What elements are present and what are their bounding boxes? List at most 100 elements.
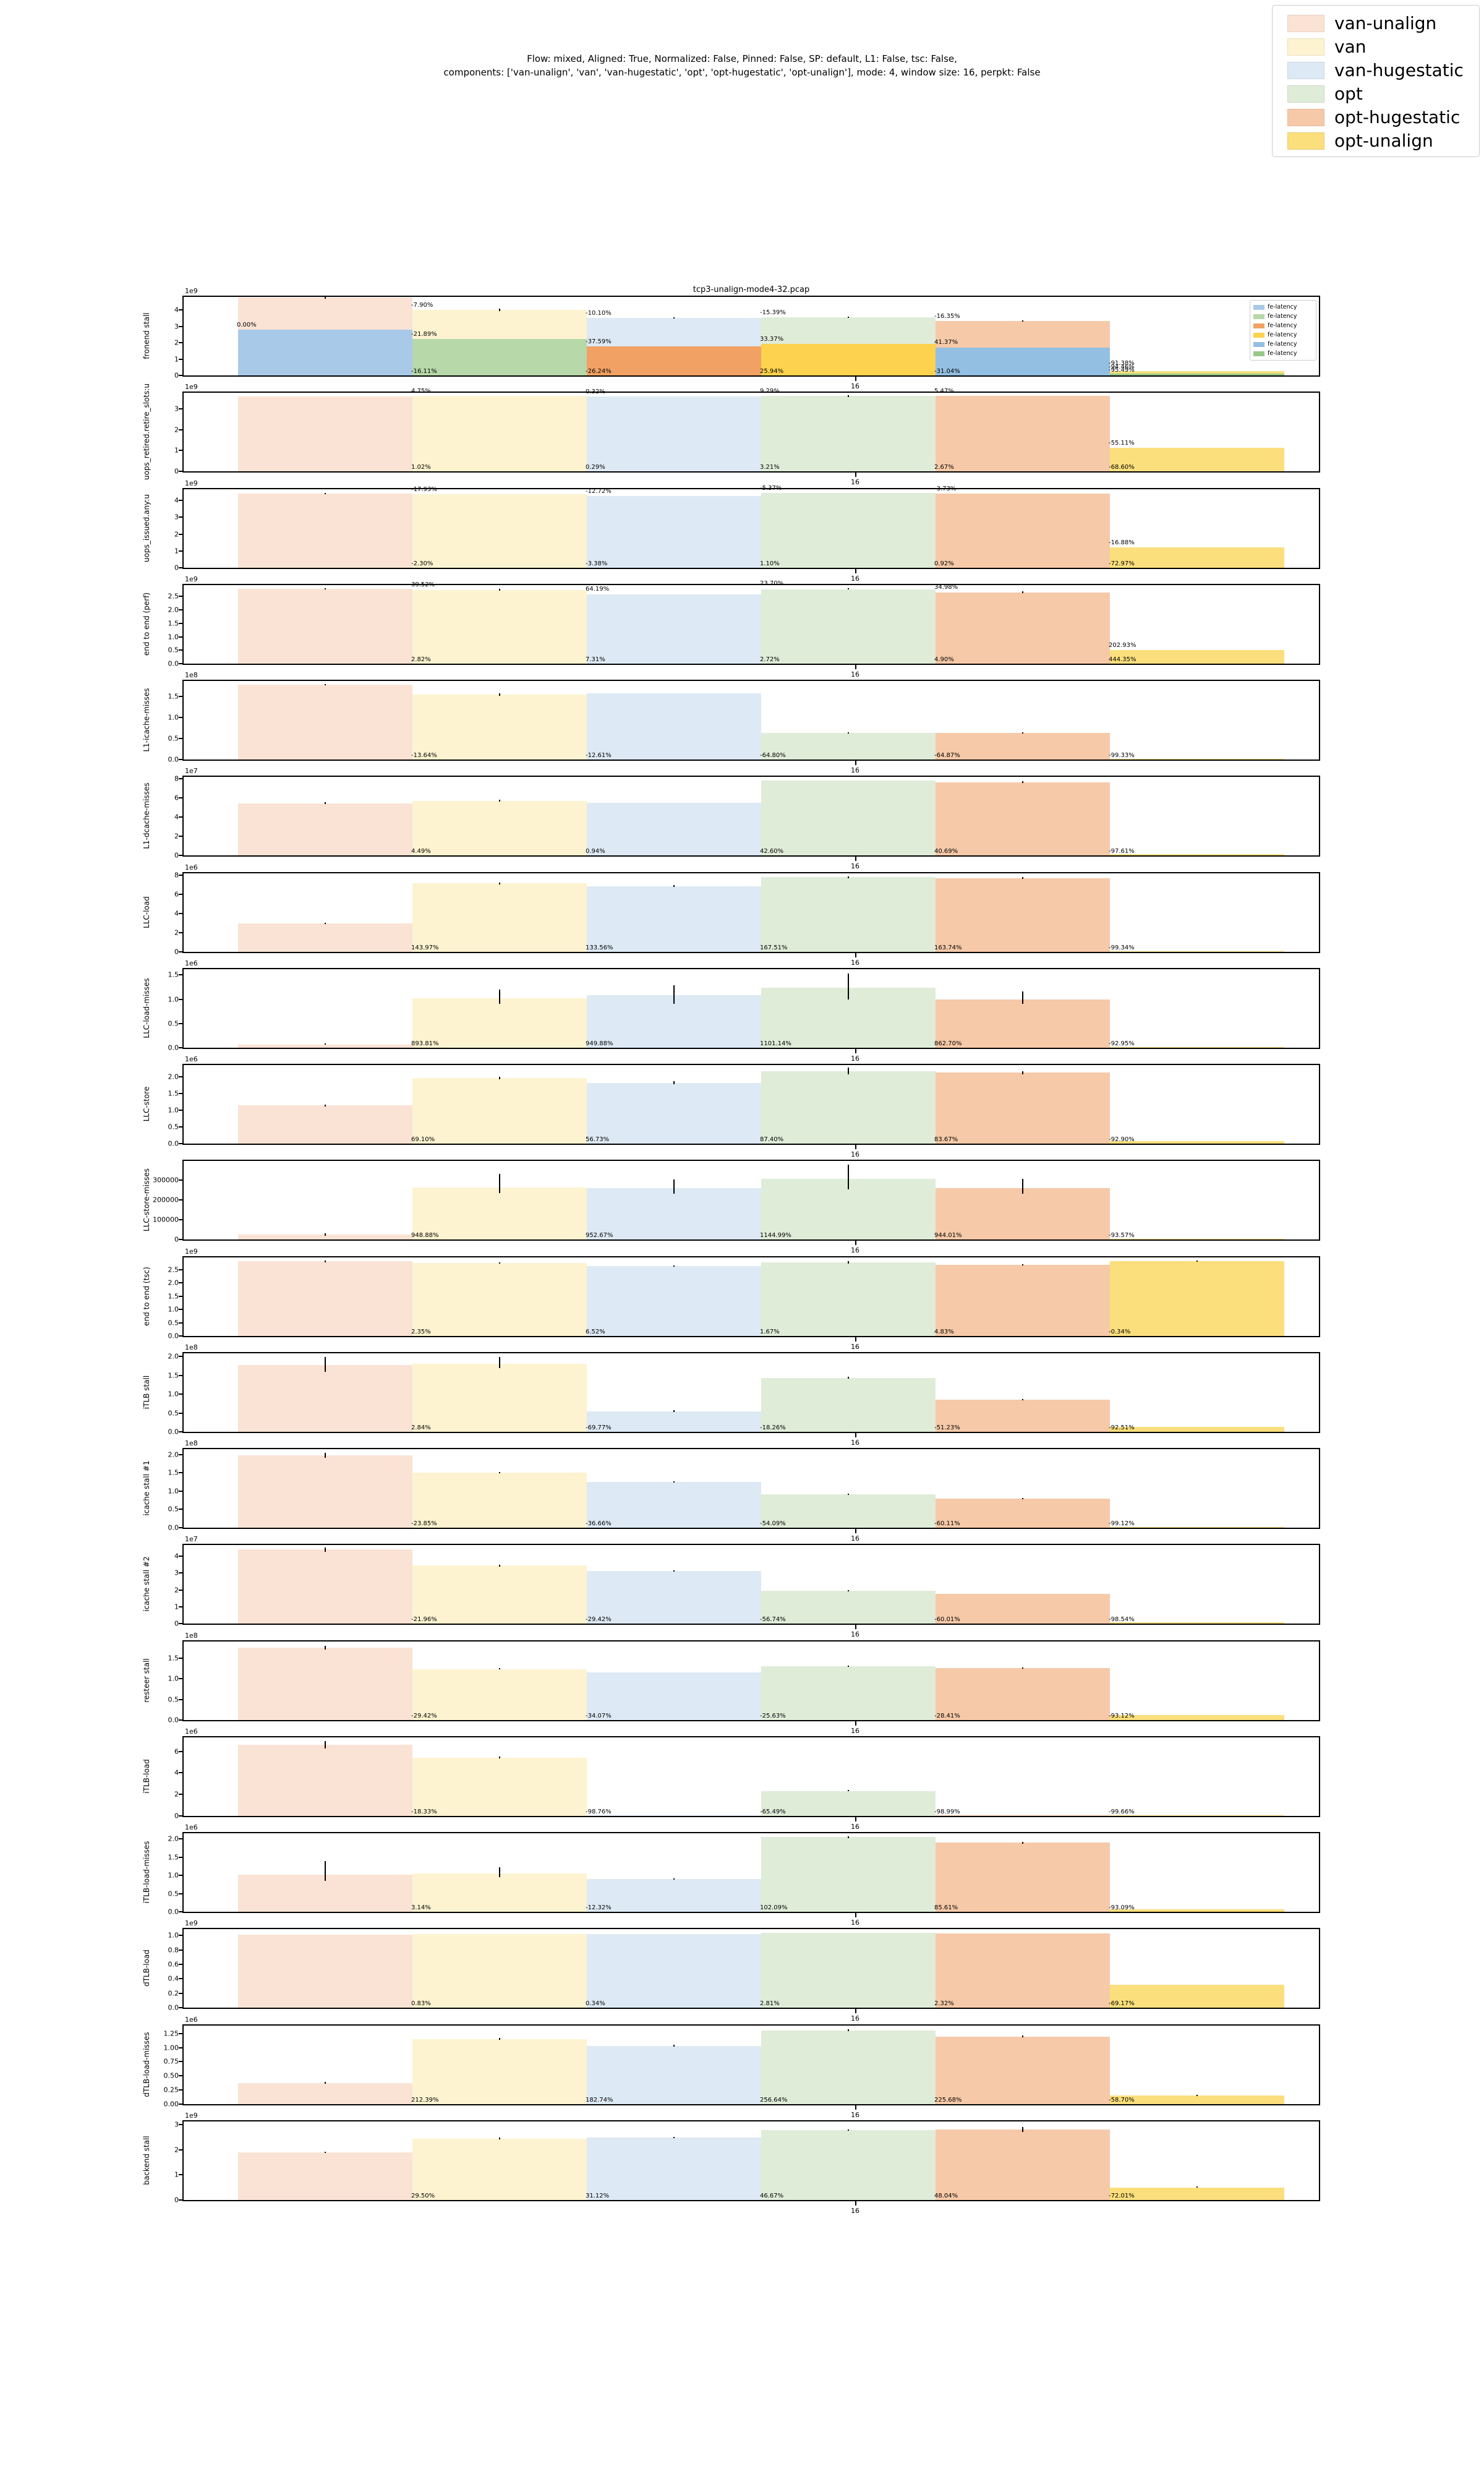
y-tick-label: 2.5 [168, 1265, 179, 1274]
bar-van-hugestatic [587, 1934, 761, 2008]
pct-annotation: 893.81% [411, 1040, 439, 1047]
y-axis-label: LLC-load [142, 896, 151, 928]
error-bar [673, 1481, 675, 1483]
pct-annotation: 46.67% [760, 2193, 784, 2199]
y-tick-mark [179, 1719, 182, 1721]
x-tick-label: 16 [851, 766, 859, 774]
y-tick-mark [179, 550, 182, 552]
y-tick-mark [179, 696, 182, 698]
inner-legend: fe-latency fe-latency fe-latency fe-latency… [1250, 300, 1316, 361]
axis-scale-label: 1e8 [185, 1439, 198, 1447]
error-bar [848, 1261, 849, 1264]
bar-opt-unalign [1110, 759, 1284, 760]
y-tick-mark [179, 1047, 182, 1048]
axis-scale-label: 1e9 [185, 1919, 198, 1927]
y-tick-label: 2 [174, 530, 179, 539]
bar-opt-hugestatic [936, 1815, 1110, 1816]
legend-item: opt-hugestatic [1273, 106, 1479, 129]
bar-van [412, 2039, 587, 2104]
inner-legend-label: fe-latency [1268, 341, 1297, 348]
pct-annotation: -92.90% [1109, 1136, 1135, 1143]
y-tick-label: 0.5 [168, 1409, 179, 1418]
error-bar [1022, 1264, 1023, 1266]
y-tick-mark [179, 1949, 182, 1951]
pct-annotation: 163.74% [934, 944, 962, 951]
y-tick-label: 4 [174, 1552, 179, 1560]
y-tick-mark [179, 1393, 182, 1395]
bar-opt-hugestatic [936, 1399, 1110, 1432]
pct-annotation: -99.33% [1109, 752, 1135, 759]
bar-van-unalign [238, 1365, 412, 1432]
y-tick-label: 1.5 [168, 1853, 179, 1862]
y-tick-mark [179, 2075, 182, 2077]
error-bar [1022, 1398, 1023, 1400]
bar-opt-hugestatic [936, 493, 1110, 568]
bar-opt [761, 1494, 936, 1528]
pct-annotation: 1.67% [760, 1329, 780, 1335]
y-tick-mark [179, 1856, 182, 1858]
axis-scale-label: 1e7 [185, 767, 198, 775]
pct-annotation: 952.67% [586, 1232, 613, 1239]
bar-van-hugestatic [587, 496, 761, 568]
y-tick-mark [179, 1606, 182, 1607]
legend-label: opt [1334, 83, 1363, 104]
y-tick-label: 1.0 [168, 995, 179, 1004]
y-axis-label: LLC-load-misses [142, 978, 151, 1038]
y-tick-label: 300000 [153, 1176, 179, 1184]
pct-annotation: -98.54% [1109, 1616, 1135, 1623]
error-bar [325, 1861, 326, 1881]
pct-annotation: 25.94% [760, 368, 784, 375]
pct-annotation: -16.88% [1109, 539, 1135, 547]
axis-scale-label: 1e7 [185, 1535, 198, 1543]
error-bar [499, 309, 500, 312]
bar-van-hugestatic [587, 1083, 761, 1144]
y-tick-label: 2 [174, 1586, 179, 1594]
inner-legend-label: fe-latency [1268, 332, 1297, 338]
pct-annotation: 102.09% [760, 1904, 788, 1911]
subplot-end-to-end-tsc-: 1e9 end to end (tsc) 0.0 0.5 1.0 1.5 2.0 2.5 2.3… [142, 1248, 1320, 1351]
y-tick-mark [179, 1179, 182, 1181]
pct-annotation: 1.02% [411, 464, 431, 471]
y-tick-label: 0.5 [168, 646, 179, 654]
overlay-bar-fe-latency-opt [761, 344, 936, 375]
pct-annotation: -72.97% [1109, 560, 1135, 567]
bar-opt [761, 1590, 936, 1624]
y-tick-mark [179, 875, 182, 876]
y-axis-label: uops_issued.any:u [142, 494, 151, 562]
error-bar [499, 1262, 500, 1264]
pct-annotation: -58.70% [1109, 2097, 1135, 2104]
pct-annotation: 48.04% [934, 2193, 958, 2199]
bar-van [412, 800, 587, 855]
x-tick-label: 16 [851, 1727, 859, 1735]
axis-scale-label: 1e9 [185, 2112, 198, 2120]
subplot-dtlb-load: 1e9 dTLB-load 0.0 0.2 0.4 0.6 0.8 1.0 0.83% 0.34%… [142, 1919, 1320, 2022]
legend-label: van-unalign [1334, 13, 1437, 33]
error-bar [325, 1452, 326, 1458]
y-axis-label: uops_retired.retire_slots:u [142, 383, 151, 481]
pct-annotation: 182.74% [586, 2097, 613, 2104]
pct-annotation: 2.32% [934, 2000, 954, 2007]
pct-annotation: 862.70% [934, 1040, 962, 1047]
y-tick-label: 1.0 [168, 1674, 179, 1683]
error-bar [499, 1757, 500, 1758]
y-tick-label: 2.0 [168, 606, 179, 614]
y-tick-label: 0 [174, 563, 179, 572]
legend-swatch [1287, 38, 1324, 56]
bar-van-unalign [238, 1745, 412, 1816]
x-tick-label: 16 [851, 1439, 859, 1447]
legend-item: van-hugestatic [1273, 59, 1479, 82]
axis-scale-label: 1e6 [185, 1727, 198, 1736]
y-tick-label: 2.0 [168, 1278, 179, 1287]
pct-annotation: -13.64% [411, 752, 437, 759]
y-tick-label: 0.5 [168, 1505, 179, 1513]
y-tick-label: 1.0 [168, 1931, 179, 1940]
error-bar [848, 1790, 849, 1792]
y-tick-label: 0 [174, 948, 179, 956]
bar-van-hugestatic [587, 1879, 761, 1912]
y-tick-mark [179, 1772, 182, 1774]
pct-annotation: 4.90% [934, 656, 954, 663]
y-tick-mark [179, 2089, 182, 2091]
bar-van-unalign [238, 1648, 412, 1720]
inner-legend-label: fe-latency [1268, 304, 1297, 310]
error-bar [325, 1104, 326, 1106]
